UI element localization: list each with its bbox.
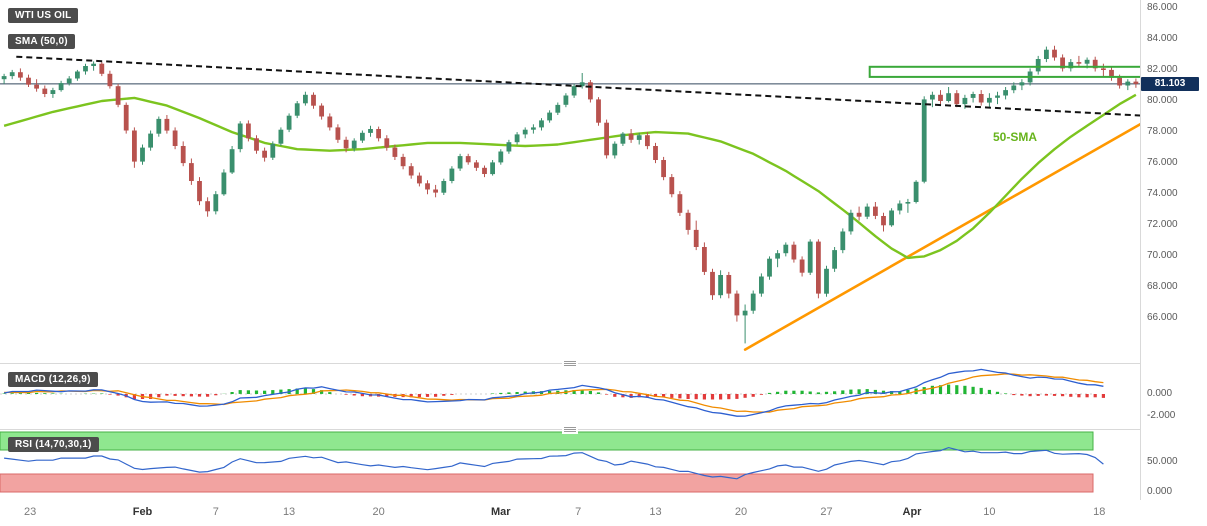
time-axis-label: 27 <box>820 506 833 518</box>
price-axis-label: 70.000 <box>1147 250 1178 262</box>
panel-separator <box>0 429 1207 430</box>
time-axis-label: Mar <box>491 506 511 518</box>
price-axis-label: 86.000 <box>1147 1 1178 13</box>
time-axis-label: 7 <box>212 506 219 518</box>
sma-indicator-badge[interactable]: SMA (50,0) <box>8 34 75 49</box>
price-chart-canvas[interactable] <box>0 0 1140 362</box>
price-axis-label: 82.000 <box>1147 63 1178 75</box>
resize-grip-icon[interactable] <box>562 359 578 368</box>
price-axis-label: 76.000 <box>1147 157 1178 169</box>
price-axis[interactable]: 81.103 86.000 84.000 82.000 80.000 78.000 76.… <box>1140 0 1207 526</box>
price-axis-label: 66.000 <box>1147 312 1178 324</box>
rsi-chart-canvas[interactable] <box>0 430 1140 500</box>
macd-indicator-badge[interactable]: MACD (12,26,9) <box>8 372 98 387</box>
price-axis-label: 80.000 <box>1147 94 1178 106</box>
time-axis-label: 13 <box>649 506 662 518</box>
time-axis-label: 10 <box>983 506 996 518</box>
time-axis-label: Apr <box>902 506 922 518</box>
rsi-indicator-badge[interactable]: RSI (14,70,30,1) <box>8 437 99 452</box>
price-axis-label: 68.000 <box>1147 281 1178 293</box>
rsi-axis-label: 0.000 <box>1147 486 1173 497</box>
macd-chart-canvas[interactable] <box>0 366 1140 426</box>
time-axis-label: 20 <box>372 506 385 518</box>
macd-axis-label: 0.000 <box>1147 388 1173 399</box>
rsi-axis-label: 50.000 <box>1147 456 1178 467</box>
resize-grip-icon[interactable] <box>562 425 578 434</box>
price-axis-label: 84.000 <box>1147 32 1178 44</box>
price-axis-label: 78.000 <box>1147 126 1178 138</box>
time-axis-label: 23 <box>24 506 37 518</box>
time-axis-label: 7 <box>575 506 582 518</box>
time-axis-label: 20 <box>734 506 748 518</box>
current-price-badge: 81.103 <box>1141 76 1199 91</box>
price-axis-label: 72.000 <box>1147 219 1178 231</box>
time-axis-label: 18 <box>1093 506 1106 518</box>
time-axis-label: Feb <box>132 506 153 518</box>
time-axis-label: 13 <box>282 506 296 518</box>
sma-annotation-label: 50-SMA <box>993 130 1038 144</box>
macd-axis-label: -2.000 <box>1147 410 1176 421</box>
price-axis-label: 74.000 <box>1147 188 1178 200</box>
panel-separator <box>0 363 1207 364</box>
time-axis[interactable]: 23 Feb 7 13 20 Mar 7 13 20 27 Apr 10 18 <box>0 500 1207 526</box>
symbol-badge[interactable]: WTI US OIL <box>8 8 79 23</box>
